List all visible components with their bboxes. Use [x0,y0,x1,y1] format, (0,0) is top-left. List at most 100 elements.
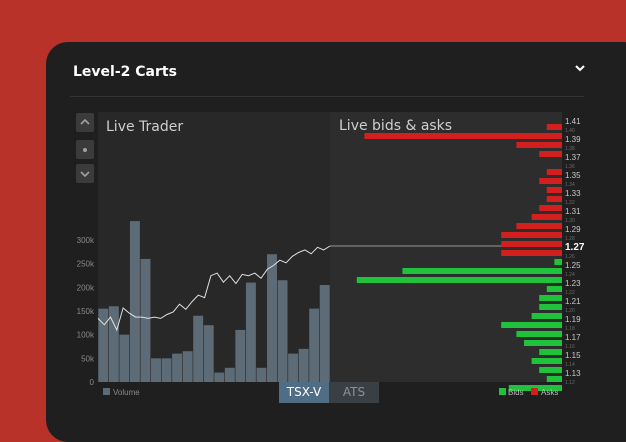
price-level-label: 1.32 [565,200,575,206]
volume-bar [129,221,140,382]
y-tick-label: 100k [77,331,95,340]
ask-bar [531,214,562,220]
volume-bar [161,358,172,382]
bids-asks-title: Live bids & asks [339,118,452,134]
bid-bar [356,277,562,283]
ask-bar [539,151,562,157]
price-level-label: 1.15 [565,351,581,360]
price-level-label: 1.28 [565,236,575,242]
volume-bar [193,315,204,382]
tab-ats[interactable]: ATS [329,382,379,403]
price-level-label: 1.31 [565,207,581,216]
bid-bar [531,358,562,364]
bid-bar [516,331,562,337]
scroll-up-button[interactable] [76,113,94,132]
bids-legend-label: Bids [508,388,524,397]
ask-bar [546,196,562,202]
volume-bar [235,329,246,382]
price-level-label: 1.16 [565,344,575,350]
volume-bar [98,308,109,382]
bid-bar [546,376,562,382]
price-level-label: 1.13 [565,369,581,378]
live-trader-title: Live Trader [106,119,183,135]
y-tick-label: 200k [77,283,95,292]
y-tick-label: 0 [90,378,95,387]
volume-legend-label: Volume [113,388,140,397]
ask-bar [516,223,562,229]
bid-bar [539,349,562,355]
bid-bar [539,304,562,310]
volume-bar [108,306,119,382]
volume-bar [214,372,225,382]
price-level-label: 1.29 [565,225,581,234]
bids-legend-swatch [499,388,506,395]
price-level-label: 1.26 [565,254,575,260]
bid-bar [546,286,562,292]
price-level-label: 1.20 [565,308,575,314]
ask-bar [364,133,562,139]
y-tick-label: 250k [77,260,95,269]
chevron-down-icon[interactable] [574,62,586,74]
ask-bar [501,241,562,247]
bid-bar [539,295,562,301]
ask-bar [501,232,562,238]
volume-bar [298,348,309,382]
ask-bar [539,205,562,211]
chevron-up-icon [80,118,90,125]
volume-bar [319,284,330,382]
asks-legend-swatch [531,388,538,395]
price-level-label: 1.41 [565,117,581,126]
bid-bar [524,340,562,346]
volume-bar [256,367,267,382]
volume-bar [277,280,288,382]
price-level-label: 1.35 [565,171,581,180]
volume-bar [288,353,299,382]
chevron-down-small-icon [80,171,90,178]
panel-title: Level-2 Carts [73,64,177,80]
bid-bar [501,322,562,328]
price-level-label: 1.18 [565,326,575,332]
price-level-label: 1.12 [565,380,575,386]
volume-legend-swatch [103,388,110,395]
ask-bar [546,124,562,130]
volume-bar [140,258,151,382]
price-level-label: 1.22 [565,290,575,296]
level2-chart: 0 50k 100k 150k 200k 250k 300k 1.41 1.401.39 1.3… [77,112,585,397]
price-level-label: 1.14 [565,362,575,368]
bid-bar [531,313,562,319]
ask-bar [516,142,562,148]
header-divider [70,96,584,97]
price-level-label: 1.24 [565,272,575,278]
ask-bar [546,169,562,175]
ask-bar [539,178,562,184]
bid-bar [539,367,562,373]
scroll-down-button[interactable] [76,164,94,183]
price-level-label: 1.40 [565,128,575,134]
price-level-label: 1.27 [565,242,585,253]
price-level-label: 1.23 [565,279,581,288]
price-level-label: 1.34 [565,182,575,188]
volume-bar [203,325,214,382]
price-level-label: 1.19 [565,315,581,324]
price-level-label: 1.21 [565,297,581,306]
y-tick-label: 50k [81,354,95,363]
bid-bar [402,268,562,274]
exchange-tabs: TSX-V ATS [279,382,379,403]
tab-tsx-v[interactable]: TSX-V [279,382,329,403]
volume-bar [245,282,256,382]
ask-bar [546,187,562,193]
y-tick-label: 300k [77,236,95,245]
bid-bar [554,259,562,265]
asks-legend-label: Asks [541,388,558,397]
volume-bar [119,334,130,382]
dot-icon [83,148,87,152]
volume-bar [151,358,161,382]
center-button[interactable] [76,140,94,159]
volume-bar [224,367,235,382]
price-level-label: 1.17 [565,333,581,342]
price-line [97,245,331,332]
ask-bar [501,250,562,256]
price-level-label: 1.25 [565,261,581,270]
volume-bar [182,351,193,382]
volume-bar [309,308,320,382]
